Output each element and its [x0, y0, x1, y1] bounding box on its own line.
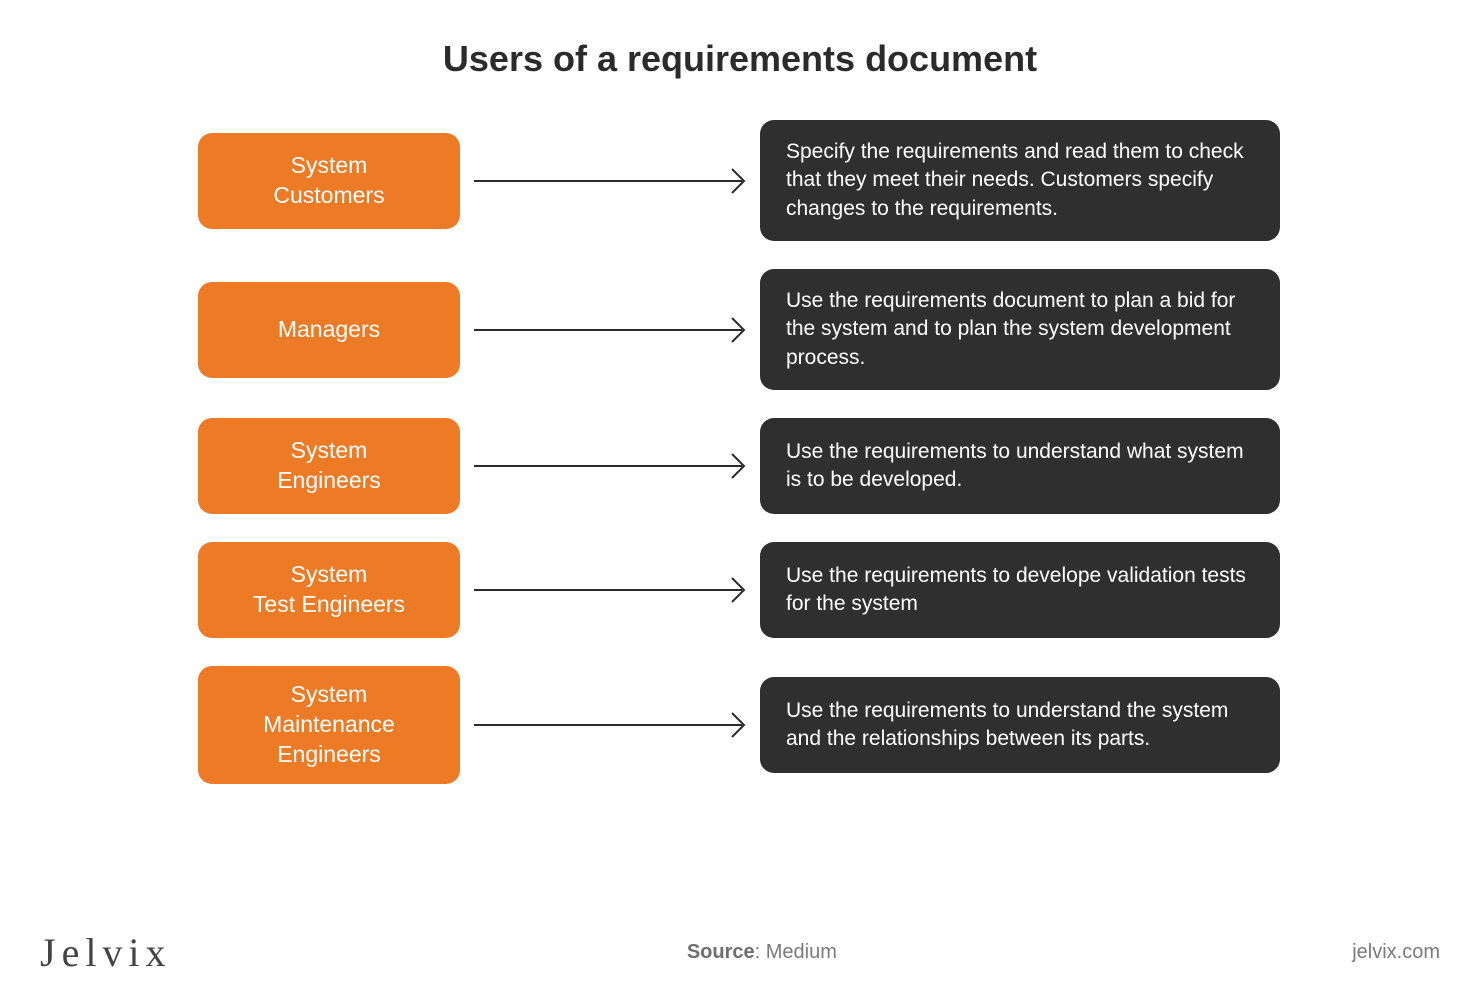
- footer: Jelvix Source: Medium jelvix.com: [0, 929, 1480, 976]
- arrow-icon: [460, 167, 760, 195]
- site-url: jelvix.com: [1352, 941, 1440, 964]
- diagram-row: System Engineers Use the requirements to …: [198, 418, 1282, 514]
- role-box: System Test Engineers: [198, 542, 460, 638]
- diagram-row: Managers Use the requirements document to…: [198, 269, 1282, 390]
- role-box: System Engineers: [198, 418, 460, 514]
- page-title: Users of a requirements document: [0, 38, 1480, 80]
- description-box: Use the requirements document to plan a …: [760, 269, 1280, 390]
- role-box: System Customers: [198, 133, 460, 229]
- diagram-row: System Customers Specify the requirements…: [198, 120, 1282, 241]
- description-box: Use the requirements to understand what …: [760, 418, 1280, 514]
- description-box: Use the requirements to develope validat…: [760, 542, 1280, 638]
- description-box: Use the requirements to understand the s…: [760, 677, 1280, 773]
- arrow-icon: [460, 316, 760, 344]
- brand-logo: Jelvix: [40, 929, 172, 976]
- diagram-row: System Test Engineers Use the requirement…: [198, 542, 1282, 638]
- description-box: Specify the requirements and read them t…: [760, 120, 1280, 241]
- source-value: Medium: [766, 941, 837, 963]
- diagram-row: System Maintenance Engineers Use the requ…: [198, 666, 1282, 784]
- diagram-rows: System Customers Specify the requirements…: [0, 120, 1480, 784]
- source-label: Source: [687, 941, 755, 963]
- arrow-icon: [460, 711, 760, 739]
- arrow-icon: [460, 452, 760, 480]
- role-box: System Maintenance Engineers: [198, 666, 460, 784]
- role-box: Managers: [198, 282, 460, 378]
- source-separator: :: [755, 941, 766, 963]
- source-attribution: Source: Medium: [687, 941, 837, 964]
- arrow-icon: [460, 576, 760, 604]
